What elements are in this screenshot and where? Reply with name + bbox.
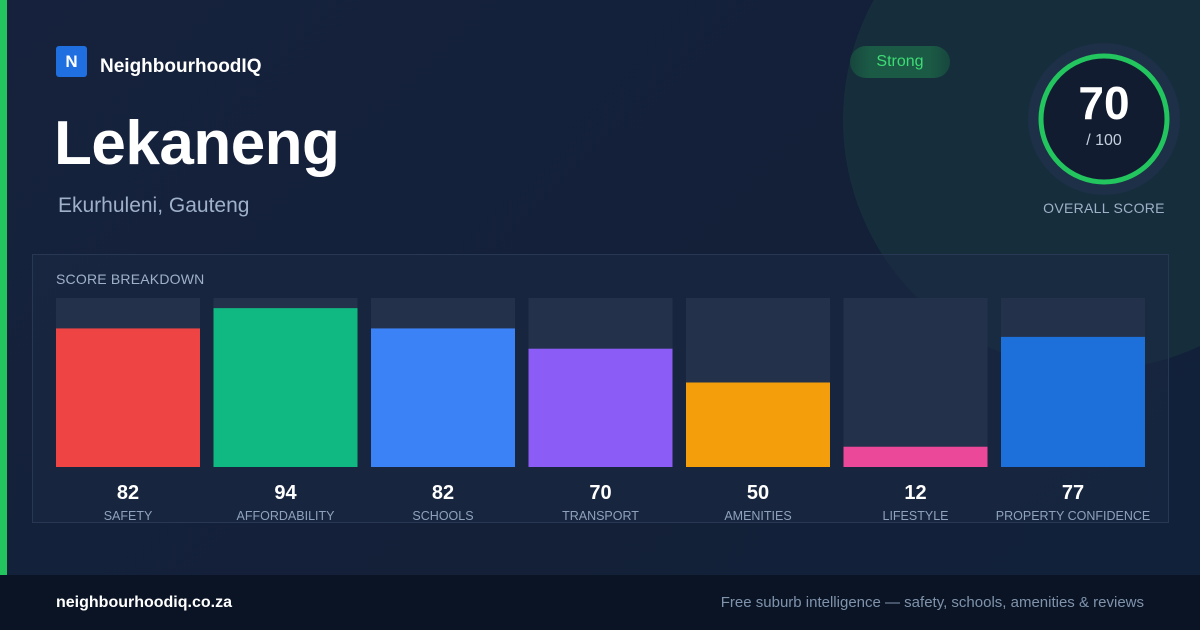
rating-badge: Strong [850,46,950,78]
footer-url: neighbourhoodiq.co.za [56,594,232,611]
bar-value-schools: 82 [432,482,454,504]
bar-value-transport: 70 [589,482,611,504]
bar-track-lifestyle [843,298,988,467]
gauge-inner-disc [1041,56,1167,182]
suburb-name: Lekaneng [54,109,340,178]
overall-score-value: 70 [1078,77,1130,129]
score-breakdown-title: SCORE BREAKDOWN [56,271,205,287]
bar-transport [528,348,673,467]
bar-value-amenities: 50 [747,482,769,504]
bar-value-property-confidence: 77 [1062,482,1084,504]
bar-value-affordability: 94 [274,482,297,504]
bar-label-transport: TRANSPORT [562,509,639,523]
bar-value-safety: 82 [117,482,139,504]
bar-value-lifestyle: 12 [904,482,926,504]
suburb-location: Ekurhuleni, Gauteng [58,194,250,217]
footer-tagline: Free suburb intelligence — safety, schoo… [720,594,1144,611]
overall-score-label: OVERALL SCORE [1043,200,1165,216]
bar-label-schools: SCHOOLS [412,509,473,523]
bar-schools [371,328,515,467]
bar-label-amenities: AMENITIES [724,509,791,523]
bar-label-lifestyle: LIFESTYLE [883,509,949,523]
score-breakdown-chart: 82 SAFETY 94 AFFORDABILITY 82 SCHOOLS 70 TRANSP… [56,298,1150,523]
bar-label-affordability: AFFORDABILITY [237,509,336,523]
accent-bar [0,0,7,575]
bar-affordability [213,308,358,467]
bar-label-safety: SAFETY [104,509,153,523]
overall-score-max: / 100 [1086,132,1122,149]
brand-name: NeighbourhoodIQ [100,56,262,77]
bar-lifestyle [843,446,988,467]
bar-label-property-confidence: PROPERTY CONFIDENCE [996,509,1150,523]
footer [0,575,1200,630]
overall-score-gauge [1028,43,1180,195]
brand-logo-icon: N [56,46,87,77]
bar-property-confidence [1001,336,1145,467]
gauge-progress-arc [1038,53,1170,185]
bar-amenities [686,382,830,467]
bar-safety [56,328,200,467]
